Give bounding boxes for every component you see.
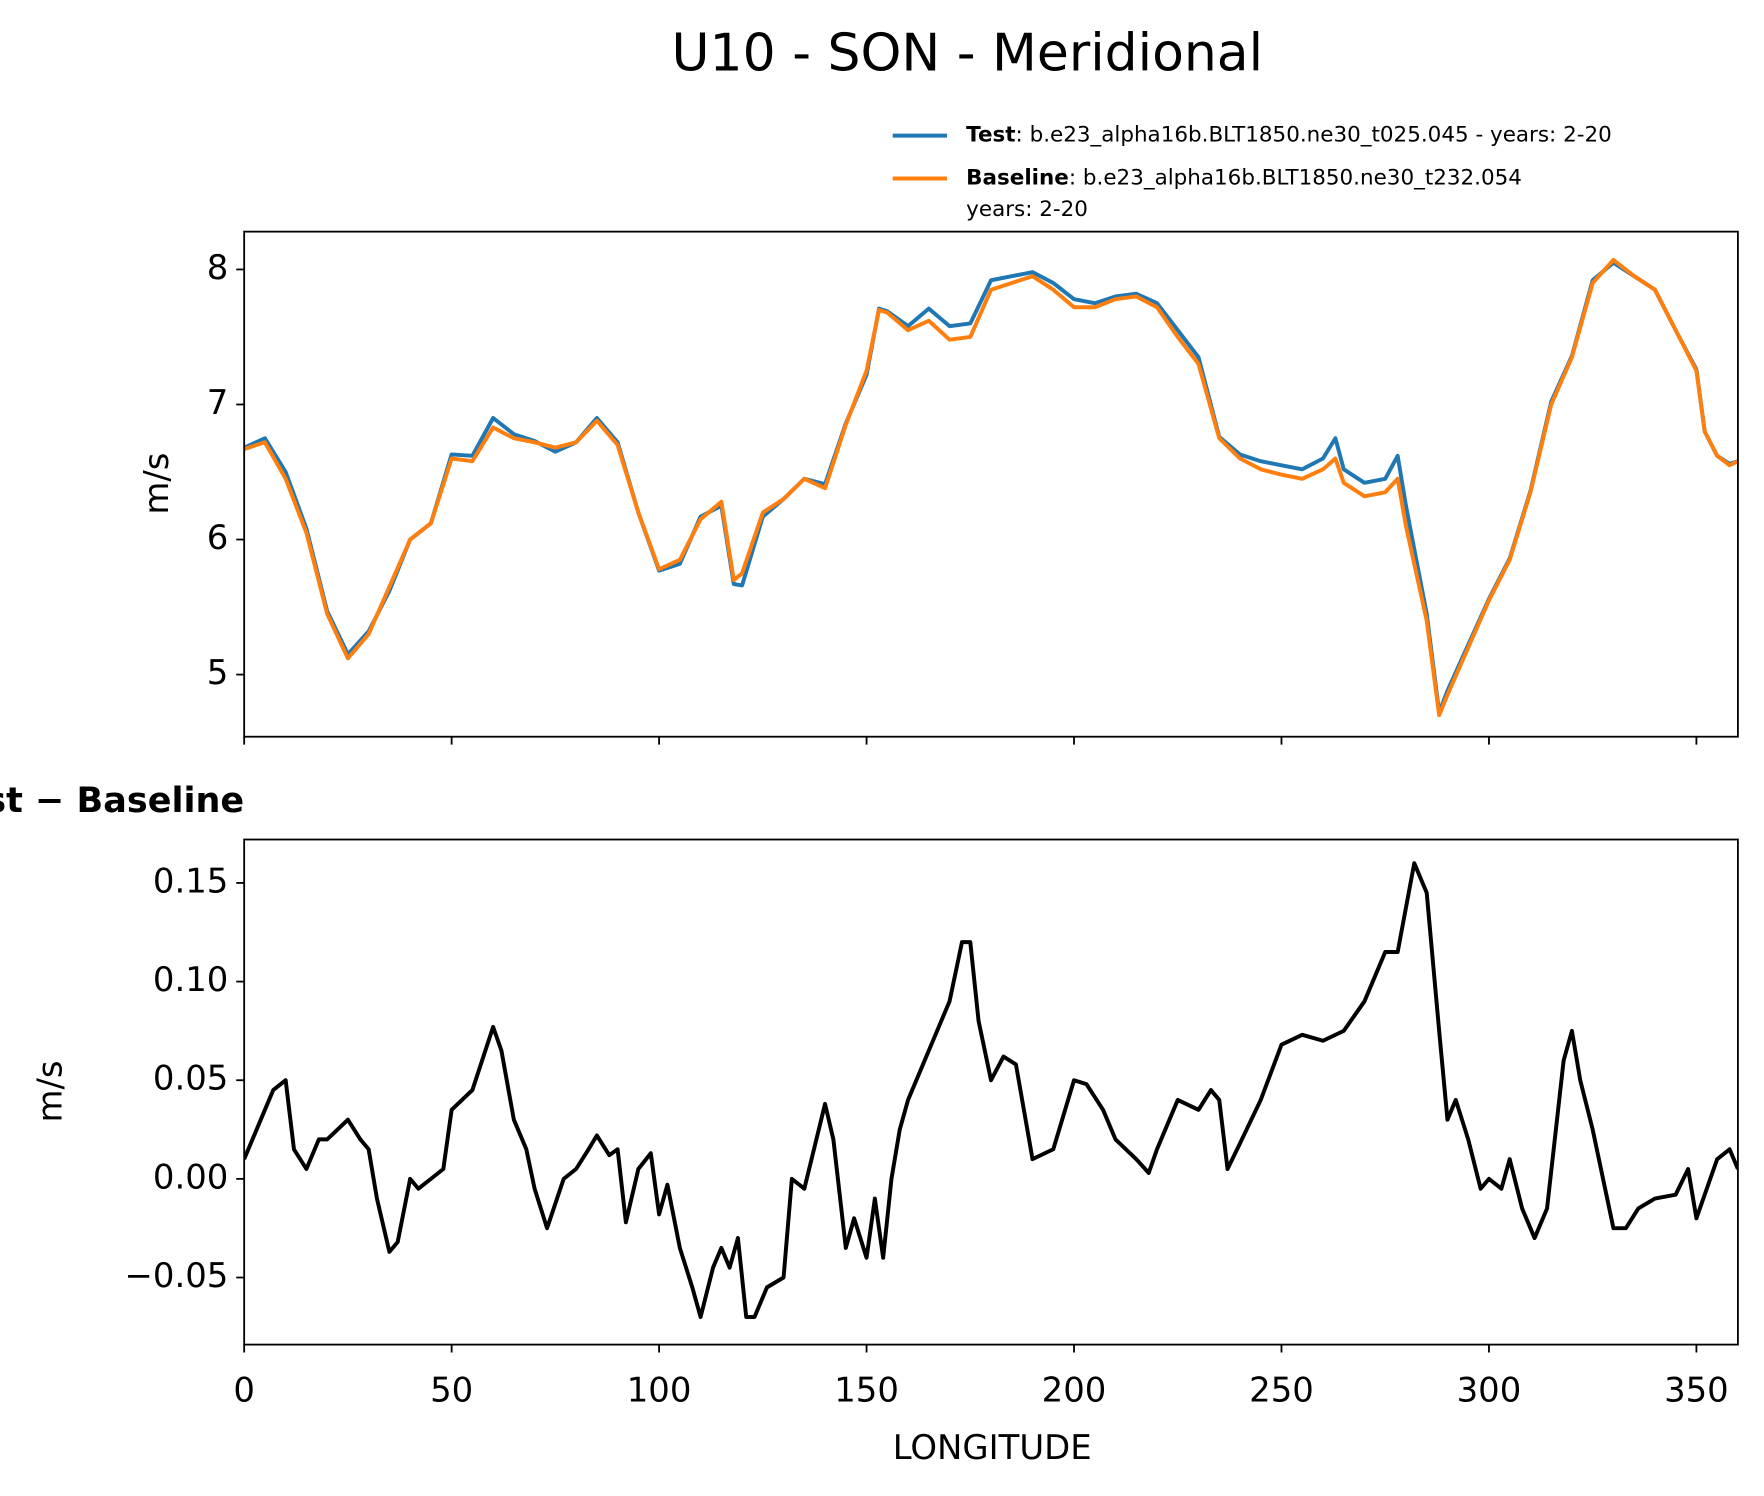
y-tick-label: 0.10 bbox=[153, 960, 228, 999]
figure-title: U10 - SON - Meridional bbox=[672, 23, 1264, 83]
x-tick-label: 300 bbox=[1457, 1371, 1522, 1410]
x-tick-label: 0 bbox=[233, 1371, 255, 1410]
legend-name: Test bbox=[966, 123, 1015, 148]
legend-detail: : b.e23_alpha16b.BLT1850.ne30_t025.045 -… bbox=[1016, 123, 1612, 148]
panel-title: Test − Baseline bbox=[0, 780, 244, 821]
legend-label: Baseline: b.e23_alpha16b.BLT1850.ne30_t2… bbox=[966, 166, 1522, 191]
y-axis-label: m/s bbox=[31, 1060, 70, 1122]
x-tick-label: 200 bbox=[1042, 1371, 1107, 1410]
y-tick-label: 8 bbox=[207, 248, 229, 287]
legend-label: years: 2-20 bbox=[966, 197, 1088, 222]
y-tick-label: 0.15 bbox=[153, 861, 228, 900]
legend-detail: years: 2-20 bbox=[966, 197, 1088, 222]
y-tick-label: 0.05 bbox=[153, 1059, 228, 1098]
x-axis-label: LONGITUDE bbox=[893, 1428, 1092, 1467]
data-line bbox=[244, 861, 1738, 1319]
y-tick-label: 5 bbox=[207, 653, 229, 692]
legend-name: Baseline bbox=[966, 166, 1069, 191]
x-tick-label: 50 bbox=[430, 1371, 473, 1410]
y-axis-label: m/s bbox=[137, 453, 176, 515]
y-tick-label: 0.00 bbox=[153, 1157, 228, 1196]
y-tick-label: −0.05 bbox=[125, 1256, 229, 1295]
x-tick-label: 100 bbox=[627, 1371, 692, 1410]
x-tick-label: 350 bbox=[1664, 1371, 1729, 1410]
data-line bbox=[244, 260, 1738, 715]
y-tick-label: 6 bbox=[207, 518, 229, 557]
y-tick-label: 7 bbox=[207, 383, 229, 422]
x-tick-label: 250 bbox=[1249, 1371, 1314, 1410]
axes-frame bbox=[243, 838, 1739, 1346]
axes-frame bbox=[243, 230, 1739, 738]
data-line bbox=[244, 258, 1738, 718]
legend-label: Test: b.e23_alpha16b.BLT1850.ne30_t025.0… bbox=[966, 123, 1612, 148]
legend-detail: : b.e23_alpha16b.BLT1850.ne30_t232.054 bbox=[1069, 166, 1522, 191]
x-tick-label: 150 bbox=[834, 1371, 899, 1410]
